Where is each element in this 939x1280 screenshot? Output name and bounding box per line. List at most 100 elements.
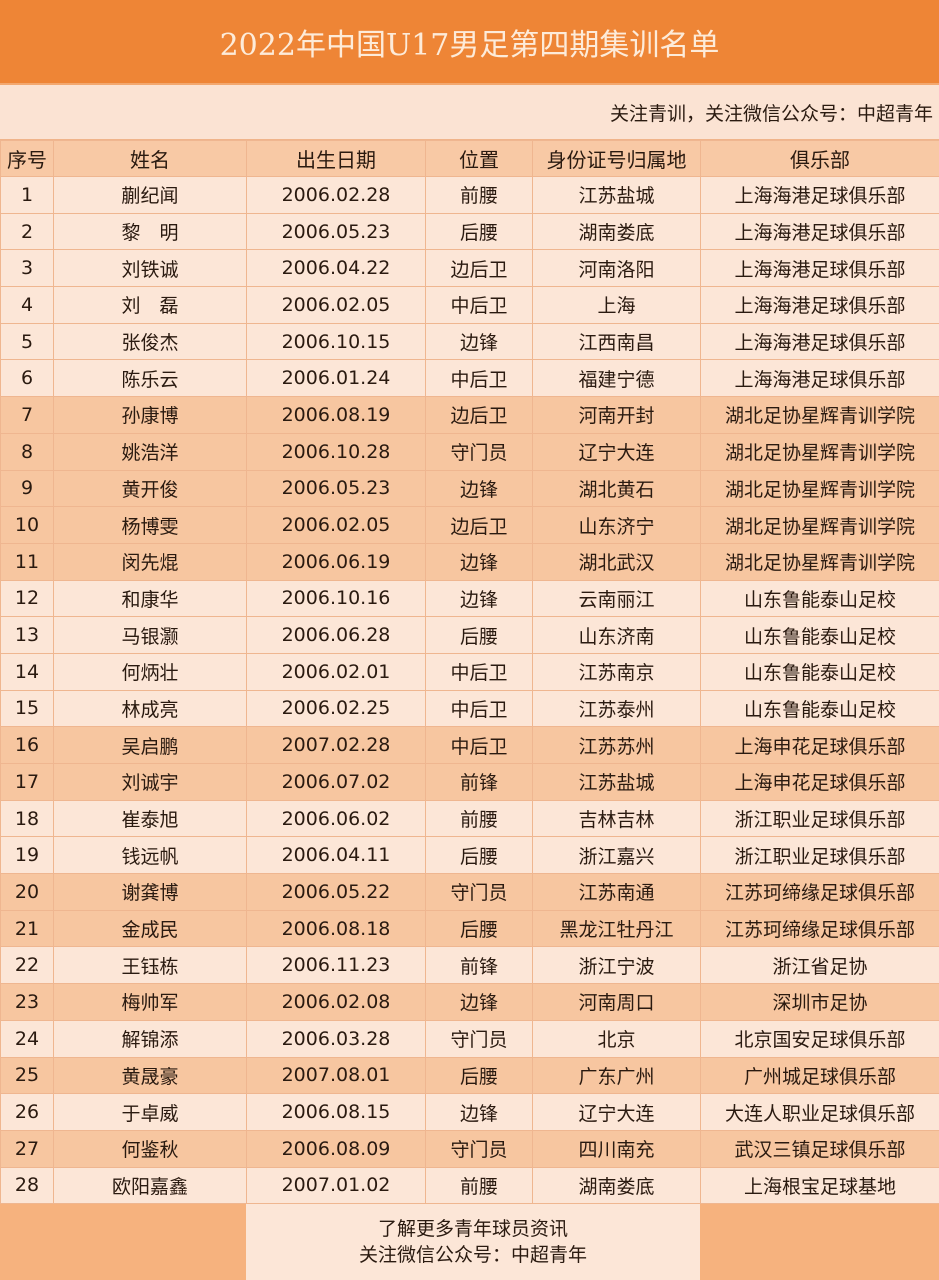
cell-index: 18: [0, 799, 54, 838]
cell-club: 上海根宝足球基地: [700, 1166, 939, 1205]
cell-id-origin: 湖北武汉: [532, 542, 701, 581]
cell-club: 上海申花足球俱乐部: [700, 726, 939, 764]
cell-club: 江苏珂缔缘足球俱乐部: [700, 873, 939, 911]
table-row: 19 钱远帆 2006.04.11 后腰 浙江嘉兴 浙江职业足球俱乐部: [0, 836, 939, 875]
cell-index: 1: [0, 176, 54, 214]
cell-club: 山东鲁能泰山足校: [700, 652, 939, 691]
cell-id-origin: 江苏南通: [532, 873, 701, 911]
cell-birth-date: 2006.05.23: [246, 212, 426, 251]
cell-id-origin: 山东济宁: [532, 506, 701, 544]
cell-id-origin: 河南洛阳: [532, 249, 701, 288]
table-row: 24 解锦添 2006.03.28 守门员 北京 北京国安足球俱乐部: [0, 1019, 939, 1058]
cell-club: 上海申花足球俱乐部: [700, 763, 939, 801]
cell-position: 中后卫: [425, 652, 533, 691]
cell-position: 边锋: [425, 322, 533, 361]
table-row: 12 和康华 2006.10.16 边锋 云南丽江 山东鲁能泰山足校: [0, 579, 939, 618]
cell-position: 前锋: [425, 946, 533, 985]
cell-id-origin: 河南周口: [532, 983, 701, 1021]
cell-id-origin: 湖南娄底: [532, 1166, 701, 1205]
cell-name: 吴启鹏: [53, 726, 247, 764]
cell-name: 林成亮: [53, 689, 247, 728]
cell-position: 边锋: [425, 542, 533, 581]
cell-position: 后腰: [425, 616, 533, 654]
cell-position: 边锋: [425, 983, 533, 1021]
cell-position: 边锋: [425, 579, 533, 618]
column-header-index: 序号: [0, 140, 54, 177]
cell-position: 边后卫: [425, 396, 533, 434]
table-row: 22 王钰栋 2006.11.23 前锋 浙江宁波 浙江省足协: [0, 946, 939, 985]
cell-position: 前腰: [425, 799, 533, 838]
cell-position: 后腰: [425, 909, 533, 948]
cell-birth-date: 2007.08.01: [246, 1056, 426, 1095]
cell-position: 边后卫: [425, 249, 533, 288]
cell-position: 边锋: [425, 469, 533, 508]
cell-birth-date: 2006.10.15: [246, 322, 426, 361]
cell-birth-date: 2006.10.16: [246, 579, 426, 618]
cell-index: 14: [0, 652, 54, 691]
cell-club: 湖北足协星辉青训学院: [700, 506, 939, 544]
cell-position: 中后卫: [425, 726, 533, 764]
cell-birth-date: 2006.08.18: [246, 909, 426, 948]
cell-name: 何炳壮: [53, 652, 247, 691]
cell-club: 浙江职业足球俱乐部: [700, 836, 939, 875]
cell-id-origin: 湖北黄石: [532, 469, 701, 508]
cell-birth-date: 2006.06.02: [246, 799, 426, 838]
column-header-club: 俱乐部: [700, 140, 939, 177]
cell-index: 7: [0, 396, 54, 434]
cell-name: 马银灏: [53, 616, 247, 654]
table-row: 16 吴启鹏 2007.02.28 中后卫 江苏苏州 上海申花足球俱乐部: [0, 726, 939, 764]
cell-club: 山东鲁能泰山足校: [700, 579, 939, 618]
cell-id-origin: 广东广州: [532, 1056, 701, 1095]
cell-position: 守门员: [425, 432, 533, 471]
cell-index: 2: [0, 212, 54, 251]
cell-index: 17: [0, 763, 54, 801]
table-row: 8 姚浩洋 2006.10.28 守门员 辽宁大连 湖北足协星辉青训学院: [0, 432, 939, 471]
cell-birth-date: 2006.06.28: [246, 616, 426, 654]
cell-name: 钱远帆: [53, 836, 247, 875]
cell-name: 解锦添: [53, 1019, 247, 1058]
cell-birth-date: 2006.08.15: [246, 1093, 426, 1131]
page-title: 2022年中国U17男足第四期集训名单: [0, 0, 939, 85]
cell-club: 湖北足协星辉青训学院: [700, 432, 939, 471]
cell-id-origin: 江苏盐城: [532, 176, 701, 214]
cell-index: 16: [0, 726, 54, 764]
cell-club: 湖北足协星辉青训学院: [700, 542, 939, 581]
table-row: 11 闵先焜 2006.06.19 边锋 湖北武汉 湖北足协星辉青训学院: [0, 542, 939, 581]
cell-index: 20: [0, 873, 54, 911]
table-row: 6 陈乐云 2006.01.24 中后卫 福建宁德 上海海港足球俱乐部: [0, 359, 939, 398]
header-row: 序号 姓名 出生日期 位置 身份证号归属地 俱乐部: [0, 140, 939, 177]
table-row: 20 谢龚博 2006.05.22 守门员 江苏南通 江苏珂缔缘足球俱乐部: [0, 873, 939, 911]
cell-club: 江苏珂缔缘足球俱乐部: [700, 909, 939, 948]
cell-club: 上海海港足球俱乐部: [700, 176, 939, 214]
cell-birth-date: 2006.04.22: [246, 249, 426, 288]
cell-position: 守门员: [425, 1019, 533, 1058]
subtitle: 关注青训，关注微信公众号：中超青年: [0, 85, 939, 140]
column-header-id-origin: 身份证号归属地: [532, 140, 701, 177]
cell-club: 武汉三镇足球俱乐部: [700, 1129, 939, 1168]
cell-index: 19: [0, 836, 54, 875]
cell-id-origin: 四川南充: [532, 1129, 701, 1168]
column-header-position: 位置: [425, 140, 533, 177]
cell-name: 刘 磊: [53, 286, 247, 324]
cell-id-origin: 黑龙江牡丹江: [532, 909, 701, 948]
cell-birth-date: 2006.11.23: [246, 946, 426, 985]
cell-position: 中后卫: [425, 359, 533, 398]
cell-club: 北京国安足球俱乐部: [700, 1019, 939, 1058]
cell-name: 姚浩洋: [53, 432, 247, 471]
cell-index: 22: [0, 946, 54, 985]
table-row: 27 何鉴秋 2006.08.09 守门员 四川南充 武汉三镇足球俱乐部: [0, 1129, 939, 1168]
cell-name: 欧阳嘉鑫: [53, 1166, 247, 1205]
cell-index: 6: [0, 359, 54, 398]
cell-name: 黄晟豪: [53, 1056, 247, 1095]
cell-index: 8: [0, 432, 54, 471]
cell-index: 25: [0, 1056, 54, 1095]
cell-club: 山东鲁能泰山足校: [700, 616, 939, 654]
table-row: 13 马银灏 2006.06.28 后腰 山东济南 山东鲁能泰山足校: [0, 616, 939, 654]
footer: 了解更多青年球员资讯 关注微信公众号：中超青年: [0, 1204, 939, 1280]
cell-name: 崔泰旭: [53, 799, 247, 838]
table-row: 25 黄晟豪 2007.08.01 后腰 广东广州 广州城足球俱乐部: [0, 1056, 939, 1095]
cell-id-origin: 辽宁大连: [532, 432, 701, 471]
cell-name: 闵先焜: [53, 542, 247, 581]
